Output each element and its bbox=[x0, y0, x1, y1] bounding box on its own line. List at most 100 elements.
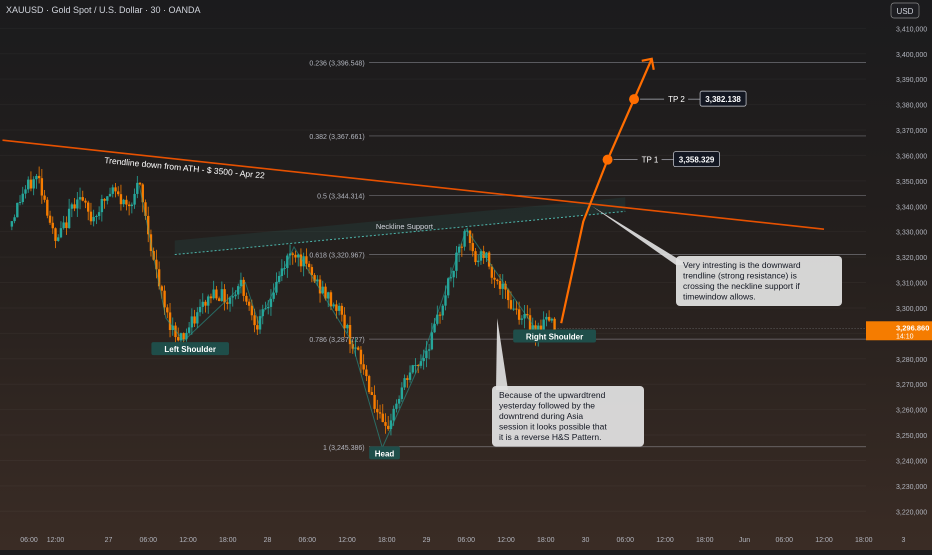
candle-body bbox=[362, 364, 365, 370]
callout-text: it is a reverse H&S Pattern. bbox=[499, 432, 602, 442]
candle-body bbox=[242, 279, 245, 296]
neckline-zone[interactable]: Neckline Support bbox=[174, 197, 626, 256]
target-point[interactable] bbox=[602, 154, 613, 165]
pattern-label-box[interactable] bbox=[369, 446, 400, 460]
candle-body bbox=[392, 408, 395, 421]
time-tick: 06:00 bbox=[298, 537, 316, 544]
candle-body bbox=[95, 216, 98, 218]
candle-body bbox=[417, 365, 420, 367]
fib-label: 0.618 (3,320.967) bbox=[309, 253, 364, 260]
candle-body bbox=[438, 314, 442, 316]
fib-label: 0.786 (3,287.727) bbox=[309, 337, 364, 344]
candle-body bbox=[89, 211, 93, 222]
candle-body bbox=[493, 277, 496, 280]
candle-body bbox=[269, 298, 273, 307]
candle-body bbox=[32, 179, 35, 189]
candle-body bbox=[234, 294, 237, 297]
candle-body bbox=[185, 332, 188, 340]
neckline-line[interactable] bbox=[174, 210, 626, 256]
candle-body bbox=[302, 256, 305, 267]
trendline[interactable] bbox=[2, 139, 825, 230]
candle-body bbox=[545, 316, 548, 320]
candle-body bbox=[182, 333, 185, 340]
candle-body bbox=[43, 195, 46, 200]
pattern-label-box[interactable] bbox=[151, 342, 230, 356]
candle-body bbox=[133, 193, 136, 205]
callout-box[interactable] bbox=[492, 386, 644, 447]
candle-body bbox=[487, 252, 491, 267]
candle-body bbox=[327, 292, 330, 299]
candle-body bbox=[447, 278, 450, 296]
candle-body bbox=[411, 365, 414, 373]
trendline-label: Trendline down from ATH - $ 3500 - Apr 2… bbox=[104, 155, 266, 180]
pattern-outline[interactable] bbox=[138, 185, 538, 450]
candle-body bbox=[526, 314, 529, 316]
candle-body bbox=[21, 193, 24, 203]
candle-body bbox=[209, 296, 213, 299]
price-axis[interactable]: 3,410,000 3,400,000 3,390,000 3,380,000 3,37… bbox=[554, 26, 932, 516]
candle-body bbox=[346, 324, 349, 329]
candle-body bbox=[455, 252, 458, 271]
callout-text: Very intresting is the downward bbox=[683, 260, 801, 270]
candle-body bbox=[10, 221, 14, 227]
annotations[interactable]: Left Shoulder Head Right Shoulder Very intr… bbox=[151, 206, 842, 460]
candle-body bbox=[114, 187, 117, 192]
candle-body bbox=[294, 254, 297, 258]
candle-body bbox=[27, 179, 30, 190]
candle-body bbox=[141, 184, 144, 203]
fib-label: 0.5 (3,344.314) bbox=[317, 193, 364, 200]
fibonacci-levels[interactable]: 0.236 (3,396.548) 0.382 (3,367.661) 0.5 (3… bbox=[309, 61, 866, 452]
candle-body bbox=[73, 204, 76, 209]
candle-body bbox=[256, 325, 259, 330]
projection-path[interactable]: TP 2 3,382.138 TP 1 3,358.329 bbox=[560, 57, 747, 324]
candle-body bbox=[193, 316, 196, 324]
candle-body bbox=[512, 308, 515, 310]
last-price-badge[interactable] bbox=[866, 321, 932, 341]
candle-body bbox=[103, 198, 106, 201]
candle-body bbox=[250, 305, 254, 316]
time-tick: 27 bbox=[105, 537, 113, 544]
candle-body bbox=[297, 254, 300, 258]
candle-body bbox=[422, 358, 425, 362]
candle-body bbox=[547, 316, 551, 321]
projection-arrowhead[interactable] bbox=[641, 57, 655, 71]
target-point[interactable] bbox=[629, 94, 640, 105]
price-tick: 3,340,000 bbox=[896, 204, 927, 211]
candle-body bbox=[531, 325, 534, 332]
candle-body bbox=[335, 304, 338, 311]
symbol-title[interactable]: XAUUSD · Gold Spot / U.S. Dollar · 30 · … bbox=[6, 5, 201, 15]
candle-body bbox=[87, 202, 90, 212]
target-price-box[interactable] bbox=[699, 90, 747, 107]
candle-body bbox=[226, 302, 229, 304]
candle-body bbox=[403, 378, 406, 388]
candle-body bbox=[106, 196, 109, 201]
time-axis[interactable]: 06:00 12:00 27 06:00 12:00 18:00 28 06:00 12:00 1… bbox=[20, 537, 905, 544]
pattern-label-box[interactable] bbox=[513, 329, 596, 343]
neckline-band[interactable] bbox=[174, 197, 626, 255]
price-tick: 3,330,000 bbox=[896, 230, 927, 237]
candle-body bbox=[509, 300, 513, 309]
candle-body bbox=[490, 266, 494, 278]
candle-body bbox=[283, 268, 286, 270]
time-tick: 06:00 bbox=[139, 537, 157, 544]
candle-body bbox=[174, 325, 177, 338]
currency-button[interactable] bbox=[890, 2, 920, 19]
head-and-shoulders-outline[interactable] bbox=[138, 185, 538, 450]
callout-text: trendline (strong resistance) is bbox=[683, 271, 797, 281]
callout-text: timewindow allows. bbox=[683, 292, 756, 302]
candle-body bbox=[245, 295, 248, 302]
candle-body bbox=[275, 281, 278, 293]
candle-body bbox=[138, 182, 142, 185]
candle-body bbox=[147, 215, 150, 235]
candle-body bbox=[471, 243, 474, 252]
candle-body bbox=[520, 318, 524, 320]
candle-body bbox=[84, 200, 87, 203]
candle-body bbox=[122, 199, 125, 205]
candle-body bbox=[553, 318, 556, 336]
callout-box[interactable] bbox=[676, 256, 842, 306]
candle-body bbox=[207, 296, 210, 306]
price-tick: 3,400,000 bbox=[896, 52, 927, 59]
candle-body bbox=[198, 306, 202, 313]
target-price-box[interactable] bbox=[673, 151, 720, 168]
